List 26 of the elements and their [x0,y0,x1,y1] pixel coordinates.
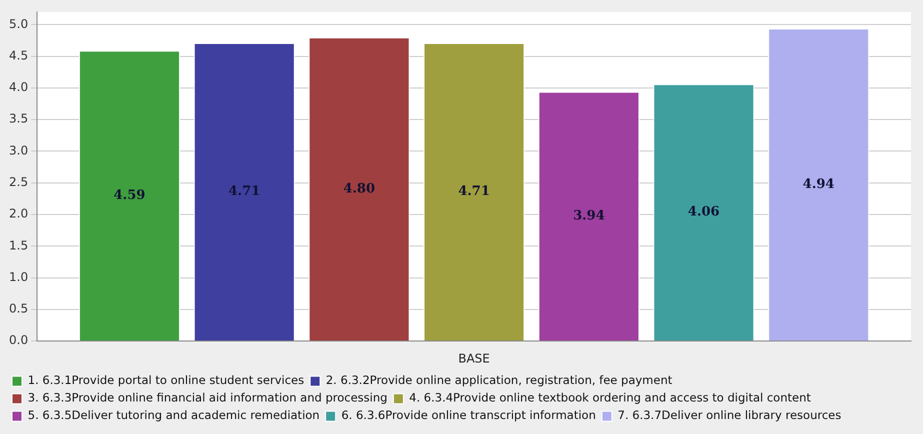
y-tick-label: 3.0 [8,143,28,158]
x-tick-label: BASE [458,351,490,366]
data-label: 4.71 [228,184,260,200]
data-label: 4.80 [343,181,376,196]
legend-label: 3. 6.3.3Provide online financial aid information and processing [28,390,388,405]
data-label: 4.71 [458,184,490,200]
legend-label: 5. 6.3.5Deliver tutoring and academic remediation [28,408,320,422]
data-label: 4.06 [688,204,720,220]
y-tick-label: 1.5 [8,238,28,252]
legend-label: 7. 6.3.7Deliver online library resources [618,408,842,422]
legend-label: 4. 6.3.4Provide online textbook ordering and access to digital content [409,390,812,405]
data-label: 3.94 [573,208,605,224]
y-tick-label: 2.0 [8,206,28,221]
y-tick-label: 1.0 [8,270,28,284]
data-label: 4.94 [802,176,834,192]
y-tick-label: 3.5 [8,112,28,126]
y-tick-label: 4.5 [8,48,28,62]
y-tick-label: 4.0 [8,80,28,94]
y-tick-label: 0.0 [8,333,28,348]
legend-label: 6. 6.3.6Provide online transcript information [341,408,596,422]
y-tick-label: 2.5 [8,175,28,190]
data-label: 4.59 [114,188,146,203]
legend-label: 2. 6.3.2Provide online application, registration, fee payment [326,373,673,388]
legend-label: 1. 6.3.1Provide portal to online student services [28,373,304,388]
y-tick-label: 5.0 [8,16,28,31]
y-tick-label: 0.5 [8,302,28,316]
